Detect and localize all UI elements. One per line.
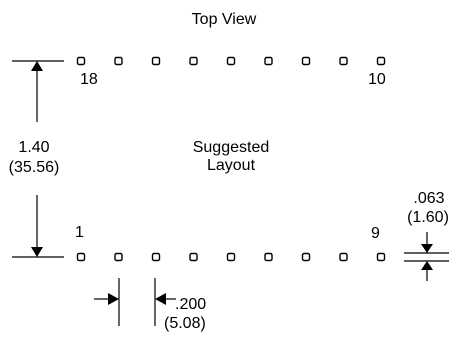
top-pad-7 <box>301 56 311 66</box>
pitch-arrow-right <box>108 293 119 305</box>
bottom-pad-4 <box>189 252 198 262</box>
top-pad-8 <box>339 56 348 66</box>
layout-label: Layout <box>207 157 256 174</box>
bottom-pad-row <box>76 252 386 262</box>
top-pad-5 <box>226 56 236 66</box>
suggested-label: Suggested <box>193 139 270 156</box>
height-inch-label: 1.40 <box>18 139 49 156</box>
top-pad-row <box>76 56 386 66</box>
top-view-label: Top View <box>192 11 257 28</box>
bottom-pad-2 <box>114 252 123 262</box>
pad-size-arrow-up <box>421 261 433 270</box>
pad-size-arrow-down <box>421 244 433 253</box>
height-dimension: 1.40 (35.56) <box>9 60 64 258</box>
bottom-pad-1 <box>76 252 86 262</box>
bottom-pad-9 <box>376 252 386 262</box>
top-pad-4 <box>189 56 198 66</box>
top-pad-9 <box>376 56 386 66</box>
bottom-pad-8 <box>339 252 348 262</box>
pin-9-label: 9 <box>371 225 380 242</box>
bottom-pad-3 <box>151 252 161 262</box>
top-pad-3 <box>151 56 161 66</box>
pitch-arrow-left <box>155 293 166 305</box>
bottom-pad-7 <box>301 252 311 262</box>
bottom-pad-6 <box>264 252 273 262</box>
pin-10-label: 10 <box>368 71 386 88</box>
pitch-mm-label: (5.08) <box>164 315 206 332</box>
top-pad-6 <box>264 56 273 66</box>
top-pad-2 <box>114 56 123 66</box>
pad-size-inch-label: .063 <box>413 190 444 207</box>
pitch-dimension: .200 (5.08) <box>94 278 206 332</box>
pad-size-dimension: .063 (1.60) <box>404 190 449 281</box>
height-arrow-down <box>31 247 43 257</box>
height-mm-label: (35.56) <box>9 159 60 176</box>
height-arrow-up <box>31 61 43 71</box>
bottom-pad-5 <box>226 252 236 262</box>
top-pad-1 <box>76 56 86 66</box>
pad-size-mm-label: (1.60) <box>407 209 449 226</box>
pin-1-label: 1 <box>75 224 84 241</box>
pitch-inch-label: .200 <box>175 296 206 313</box>
pin-18-label: 18 <box>80 71 98 88</box>
